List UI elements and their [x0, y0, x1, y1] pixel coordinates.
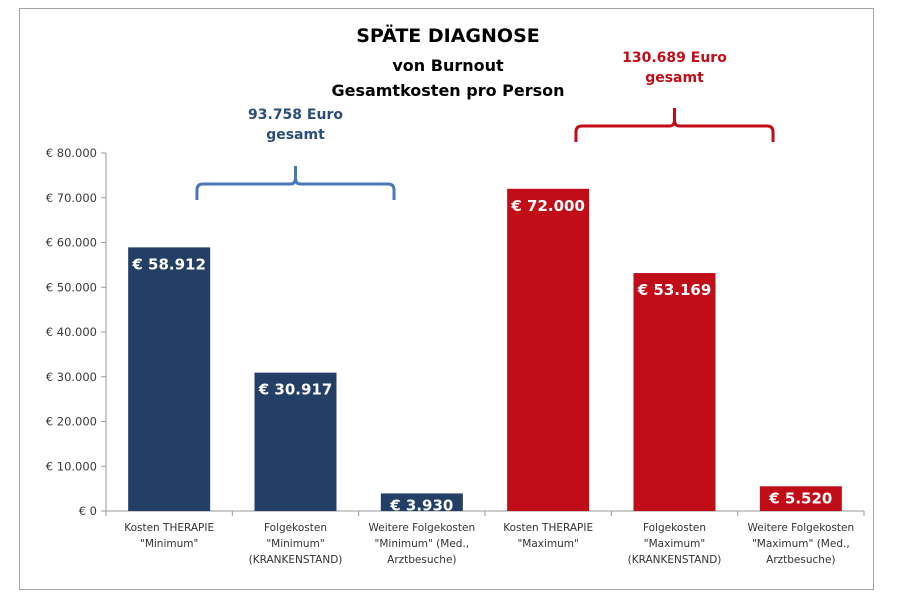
data-label: € 30.917: [258, 381, 333, 399]
x-category-label: "Minimum": [266, 538, 324, 550]
y-tick-label: € 40.000: [46, 325, 97, 339]
chart-frame: [19, 8, 874, 590]
data-label: € 72.000: [510, 197, 585, 215]
chart-subtitle-2: Gesamtkosten pro Person: [331, 81, 564, 100]
data-label: € 53.169: [637, 281, 712, 299]
x-category-label: (KRANKENSTAND): [628, 554, 722, 566]
total-annotation: 130.689 Euro: [622, 50, 727, 66]
x-category-label: "Minimum": [140, 538, 198, 550]
y-tick-label: € 20.000: [46, 415, 97, 429]
y-tick-label: € 60.000: [46, 236, 97, 250]
x-category-label: Folgekosten: [643, 522, 706, 534]
y-tick-label: € 10.000: [46, 459, 97, 473]
x-category-label: "Minimum" (Med.,: [375, 538, 470, 550]
bar: [380, 493, 463, 511]
y-tick-label: € 80.000: [46, 146, 97, 160]
bar: [507, 188, 590, 512]
x-category-label: "Maximum": [644, 538, 705, 550]
bracket: [195, 166, 396, 200]
bars: € 58.912 € 30.917 € 3.930 € 72.000 € 53.169 €…: [128, 188, 842, 514]
chart-subtitle-1: von Burnout: [392, 56, 504, 75]
x-category-label: "Maximum": [517, 538, 578, 550]
bar: [128, 247, 211, 511]
bracket: [574, 108, 775, 142]
annotations: 93.758 Euro gesamt 130.689 Euro gesamt: [195, 50, 775, 200]
bar: [254, 372, 337, 511]
axes: € 0 € 10.000 € 20.000 € 30.000 € 40.000 € 50.…: [46, 146, 865, 566]
y-tick-label: € 0: [79, 504, 97, 518]
x-category-label: Weitere Folgekosten: [748, 522, 855, 534]
y-tick-label: € 30.000: [46, 370, 97, 384]
y-tick-label: € 70.000: [46, 191, 97, 205]
bar: [633, 273, 716, 511]
x-category-label: Kosten THERAPIE: [124, 522, 214, 534]
x-category-label: Folgekosten: [264, 522, 327, 534]
total-annotation: gesamt: [645, 70, 704, 86]
x-category-label: Weitere Folgekosten: [369, 522, 476, 534]
data-label: € 5.520: [768, 489, 832, 507]
data-label: € 58.912: [131, 255, 206, 273]
data-label: € 3.930: [389, 496, 453, 514]
y-tick-label: € 50.000: [46, 280, 97, 294]
x-category-label: "Maximum" (Med.,: [752, 538, 850, 550]
chart-title: SPÄTE DIAGNOSE: [356, 23, 540, 47]
x-category-label: Arztbesuche): [387, 554, 456, 566]
x-category-label: Kosten THERAPIE: [503, 522, 593, 534]
bar: [759, 486, 842, 511]
total-annotation: gesamt: [266, 127, 325, 143]
x-category-label: (KRANKENSTAND): [249, 554, 343, 566]
x-category-label: Arztbesuche): [766, 554, 835, 566]
total-annotation: 93.758 Euro: [248, 107, 343, 123]
